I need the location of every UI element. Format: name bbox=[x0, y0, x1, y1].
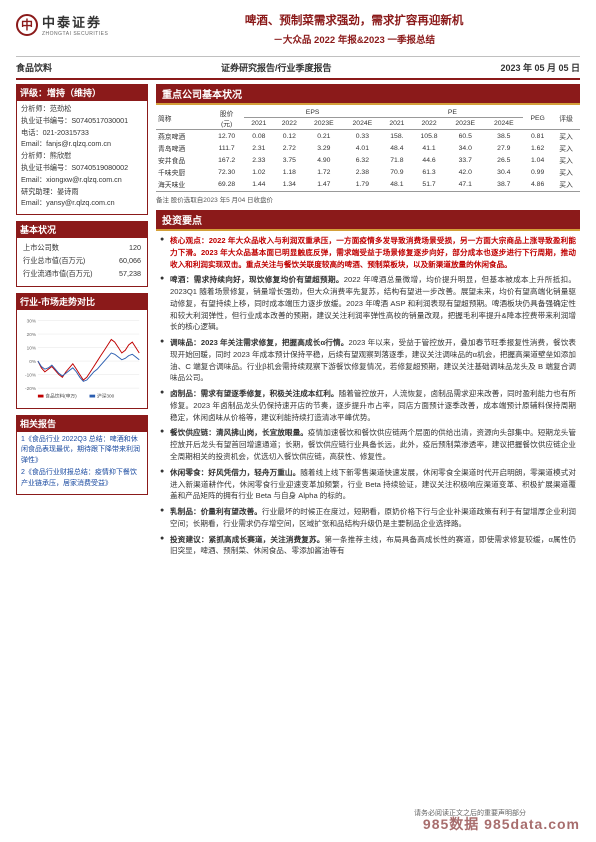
chart-box: 行业-市场走势对比 30% 20% 10% 0% -10% -20% 食品饮料(申万) 沪深3… bbox=[16, 293, 148, 409]
table-row: 海天味业69.281.441.341.471.7948.151.747.138.… bbox=[156, 178, 580, 190]
logo-en: ZHONGTAI SECURITIES bbox=[42, 31, 108, 37]
basic-value: 57,238 bbox=[113, 269, 141, 280]
investment-point: 投资建议：紧抓高成长赛道，关注消费复苏。第一条推荐主线，布局具备高成长性的赛道，… bbox=[160, 534, 576, 558]
investment-point: 调味品：2023 年关注需求修复，把握高成长α行情。2023 年以来，受益于管控… bbox=[160, 337, 576, 384]
analyst-line: Email：yansy@r.qlzq.com.cn bbox=[21, 198, 143, 209]
report-date: 2023 年 05 月 05 日 bbox=[500, 61, 580, 74]
basic-box: 基本状况 上市公司数120行业总市值(百万元)60,066行业流通市值(百万元)… bbox=[16, 221, 148, 286]
report-subtitle: －大众品 2022 年报&2023 一季报总结 bbox=[128, 32, 580, 46]
svg-text:30%: 30% bbox=[27, 318, 36, 323]
chart-head: 行业-市场走势对比 bbox=[16, 293, 148, 310]
points-head: 投资要点 bbox=[156, 210, 580, 231]
company-table: 简称股价(元)EPSPEPEG评级202120222023E2024E20212… bbox=[156, 107, 580, 190]
investment-point: 核心观点：2022 年大众品收入与利润双重承压，一方面疫情多发导致消费场景受损，… bbox=[160, 235, 576, 270]
basic-label: 行业流通市值(百万元) bbox=[23, 269, 111, 280]
meta-row: 食品饮料 证券研究报告/行业季度报告 2023 年 05 月 05 日 bbox=[16, 57, 580, 78]
rating-box: 评级：增持（维持） 分析师：范劲松执业证书编号：S0740517030001电话… bbox=[16, 84, 148, 215]
related-item: 2《食品行业财报总结：疫情抑下餐饮产业链承压，居家消费受益》 bbox=[21, 468, 143, 489]
table-row: 安井食品167.22.333.754.906.3271.844.633.726.… bbox=[156, 154, 580, 166]
basic-value: 120 bbox=[113, 243, 141, 254]
trend-chart: 30% 20% 10% 0% -10% -20% 食品饮料(申万) 沪深300 bbox=[21, 314, 143, 404]
report-title: 啤酒、预制菜需求强劲，需求扩容再迎新机 bbox=[128, 12, 580, 28]
analyst-line: 执业证书编号：S0740519080002 bbox=[21, 163, 143, 174]
basic-label: 行业总市值(百万元) bbox=[23, 256, 111, 267]
investment-point: 啤酒：需求持续向好，现饮修复均价有望超预期。2022 年啤酒总量微增，均价提升明… bbox=[160, 274, 576, 333]
report-type: 证券研究报告/行业季度报告 bbox=[221, 61, 332, 74]
related-head: 相关报告 bbox=[16, 415, 148, 432]
logo-mark: 中 bbox=[16, 14, 38, 36]
basic-value: 60,066 bbox=[113, 256, 141, 267]
companies-note: 备注 股价选取自2023 年5 月04 日收盘价 bbox=[156, 194, 580, 204]
analyst-line: 电话：021-20315733 bbox=[21, 128, 143, 139]
svg-text:10%: 10% bbox=[27, 345, 36, 350]
basic-label: 上市公司数 bbox=[23, 243, 111, 254]
companies-head: 重点公司基本状况 bbox=[156, 84, 580, 105]
related-box: 相关报告 1《食品行业 2022Q3 总结：啤酒和休闲食品表现最优，期待跟下降带… bbox=[16, 415, 148, 496]
table-row: 青岛啤酒111.72.312.723.294.0148.441.134.027.… bbox=[156, 142, 580, 154]
points-box: 投资要点 核心观点：2022 年大众品收入与利润双重承压，一方面疫情多发导致消费… bbox=[156, 210, 580, 557]
logo: 中 中泰证券 ZHONGTAI SECURITIES bbox=[16, 12, 108, 37]
basic-table: 上市公司数120行业总市值(百万元)60,066行业流通市值(百万元)57,23… bbox=[21, 241, 143, 281]
related-item: 1《食品行业 2022Q3 总结：啤酒和休闲食品表现最优，期待跟下降带来利润弹性… bbox=[21, 435, 143, 467]
header: 中 中泰证券 ZHONGTAI SECURITIES 啤酒、预制菜需求强劲，需求… bbox=[16, 12, 580, 52]
svg-text:食品饮料(申万): 食品饮料(申万) bbox=[45, 392, 77, 399]
investment-point: 餐饮供应链：清风拂山岗，长宜放眼量。疫情加速餐饮和餐饮供应链两个层面的供给出清，… bbox=[160, 427, 576, 462]
analyst-line: 分析师：熊欣慰 bbox=[21, 151, 143, 162]
sector-label: 食品饮料 bbox=[16, 61, 52, 74]
analyst-line: 执业证书编号：S0740517030001 bbox=[21, 116, 143, 127]
svg-text:-10%: -10% bbox=[25, 372, 36, 377]
investment-point: 卤制品：需求有望逐季修复，积极关注成本红利。随着管控放开，人流恢复，卤制品需求迎… bbox=[160, 388, 576, 423]
analyst-line: Email：xiongxw@r.qlzq.com.cn bbox=[21, 175, 143, 186]
analyst-line: Email：fanjs@r.qlzq.com.cn bbox=[21, 139, 143, 150]
svg-text:20%: 20% bbox=[27, 331, 36, 336]
svg-text:0%: 0% bbox=[29, 359, 36, 364]
investment-point: 乳制品：价量利有望改善。行业最坏的时候正在度过，短期看，原奶价格下行与企业补渠道… bbox=[160, 506, 576, 530]
analyst-line: 分析师：范劲松 bbox=[21, 104, 143, 115]
logo-cn: 中泰证券 bbox=[42, 12, 108, 31]
table-row: 燕京啤酒12.700.080.120.210.33158.105.860.538… bbox=[156, 130, 580, 143]
svg-text:-20%: -20% bbox=[25, 386, 36, 391]
investment-point: 休闲零食：好风凭借力，轻舟万重山。随着线上线下新零售渠道快速发展，休闲零食全渠道… bbox=[160, 467, 576, 502]
svg-text:沪深300: 沪深300 bbox=[97, 392, 115, 399]
rating-head: 评级：增持（维持） bbox=[16, 84, 148, 101]
watermark: 985数据 985data.com bbox=[423, 814, 580, 834]
table-row: 千味央厨72.301.021.181.722.3870.961.342.030.… bbox=[156, 166, 580, 178]
basic-head: 基本状况 bbox=[16, 221, 148, 238]
analyst-line: 研究助理：晏诗雨 bbox=[21, 187, 143, 198]
companies-box: 重点公司基本状况 简称股价(元)EPSPEPEG评级202120222023E2… bbox=[156, 84, 580, 204]
